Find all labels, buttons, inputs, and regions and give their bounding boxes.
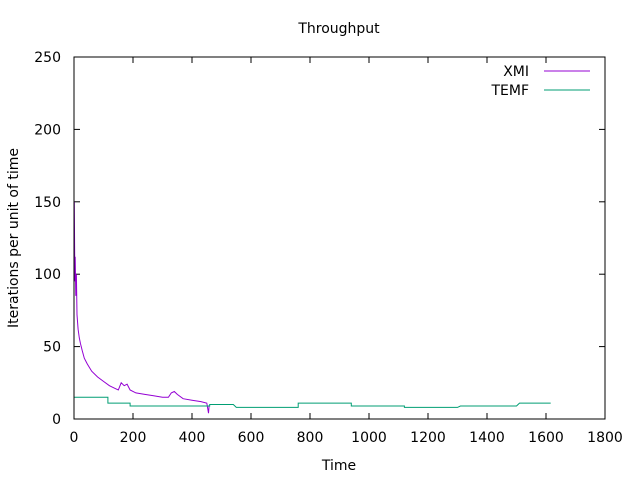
x-axis-label: Time <box>321 458 356 474</box>
y-tick-label: 150 <box>34 195 61 211</box>
x-tick-label: 1000 <box>351 430 387 446</box>
x-tick-label: 0 <box>70 430 79 446</box>
y-tick-label: 250 <box>34 50 61 66</box>
y-tick-label: 100 <box>34 267 61 283</box>
series-group <box>73 201 551 414</box>
x-tick-label: 600 <box>238 430 265 446</box>
legend-label: TEMF <box>490 83 529 99</box>
y-tick-label: 0 <box>52 412 61 428</box>
x-tick-label: 1800 <box>587 430 623 446</box>
legend-label: XMI <box>503 64 529 80</box>
x-tick-label: 1600 <box>528 430 564 446</box>
y-tick-label: 200 <box>34 122 61 138</box>
x-tick-label: 200 <box>120 430 147 446</box>
x-tick-label: 400 <box>179 430 206 446</box>
axis-ticks: 0 200 400 600 800 1000 1200 1400 1600 1800 0 50 100 1… <box>34 50 623 446</box>
chart-title: Throughput <box>297 21 380 37</box>
legend: XMI TEMF <box>490 64 590 99</box>
y-tick-label: 50 <box>43 340 61 356</box>
y-axis-label: Iterations per unit of time <box>6 148 22 328</box>
series-line-temf <box>74 396 551 408</box>
series-line-xmi <box>73 201 210 414</box>
x-tick-label: 1400 <box>469 430 505 446</box>
plot-frame <box>73 56 606 420</box>
x-tick-label: 800 <box>297 430 324 446</box>
x-tick-label: 1200 <box>410 430 446 446</box>
